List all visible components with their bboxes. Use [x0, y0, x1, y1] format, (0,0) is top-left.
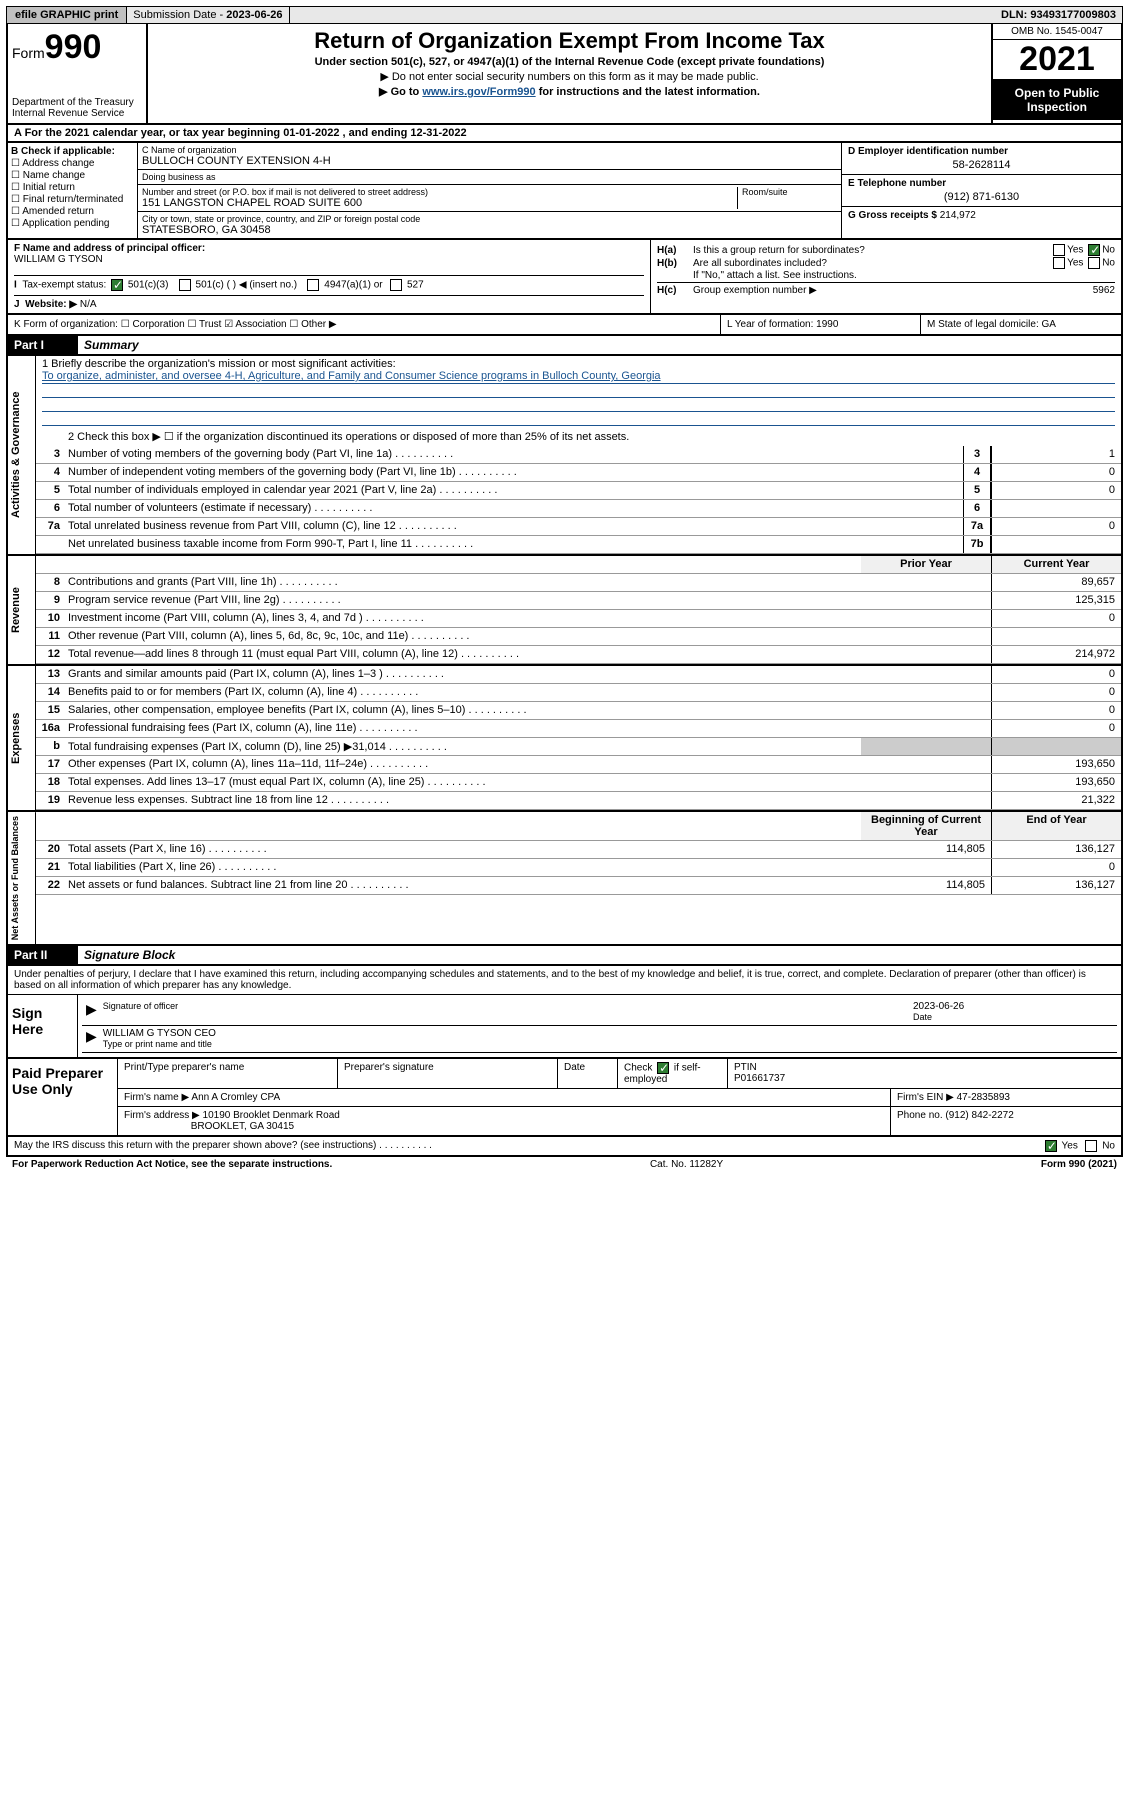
page-footer: For Paperwork Reduction Act Notice, see …	[6, 1157, 1123, 1172]
hb-yes[interactable]	[1053, 257, 1065, 269]
efile-print-button[interactable]: efile GRAPHIC print	[7, 7, 127, 23]
form-note-ssn: ▶ Do not enter social security numbers o…	[156, 70, 983, 83]
beg-end-header: Beginning of Current YearEnd of Year	[36, 812, 1121, 841]
address-cell: Number and street (or P.O. box if mail i…	[138, 185, 841, 212]
form-of-org: K Form of organization: ☐ Corporation ☐ …	[8, 315, 721, 334]
h-a-row: H(a)Is this a group return for subordina…	[657, 244, 1115, 256]
dba-cell: Doing business as	[138, 170, 841, 185]
k-l-m-row: K Form of organization: ☐ Corporation ☐ …	[6, 315, 1123, 336]
h-b-note: If "No," attach a list. See instructions…	[657, 270, 1115, 281]
sign-here-label: Sign Here	[8, 995, 78, 1057]
phone-cell: E Telephone number (912) 871-6130	[842, 175, 1121, 207]
principal-officer: F Name and address of principal officer:…	[14, 243, 644, 265]
tax-year: 2021	[993, 40, 1121, 80]
city-cell: City or town, state or province, country…	[138, 212, 841, 238]
irs-discuss-row: May the IRS discuss this return with the…	[6, 1137, 1123, 1157]
chk-4947[interactable]	[307, 279, 319, 291]
perjury-statement: Under penalties of perjury, I declare th…	[8, 966, 1121, 994]
line-b: bTotal fundraising expenses (Part IX, co…	[36, 738, 1121, 756]
year-formation: L Year of formation: 1990	[721, 315, 921, 334]
side-revenue: Revenue	[8, 556, 36, 664]
state-domicile: M State of legal domicile: GA	[921, 315, 1121, 334]
form-subtitle: Under section 501(c), 527, or 4947(a)(1)…	[156, 56, 983, 68]
line-13: 13Grants and similar amounts paid (Part …	[36, 666, 1121, 684]
chk-initial-return[interactable]: ☐ Initial return	[11, 182, 134, 193]
form-number: Form990	[12, 28, 142, 67]
irs-link[interactable]: www.irs.gov/Form990	[422, 86, 535, 98]
summary-line-5: 5Total number of individuals employed in…	[36, 482, 1121, 500]
paid-preparer-label: Paid Preparer Use Only	[8, 1059, 118, 1135]
line-19: 19Revenue less expenses. Subtract line 1…	[36, 792, 1121, 810]
chk-501c[interactable]	[179, 279, 191, 291]
part-2-header: Part II Signature Block	[6, 946, 1123, 966]
form-header: Form990 Department of the Treasury Inter…	[6, 24, 1123, 125]
line-20: 20Total assets (Part X, line 16)114,8051…	[36, 841, 1121, 859]
hb-no[interactable]	[1088, 257, 1100, 269]
discuss-no[interactable]	[1085, 1140, 1097, 1152]
preparer-header-row: Print/Type preparer's name Preparer's si…	[118, 1059, 1121, 1089]
summary-line-6: 6Total number of volunteers (estimate if…	[36, 500, 1121, 518]
line-16a: 16aProfessional fundraising fees (Part I…	[36, 720, 1121, 738]
form-title: Return of Organization Exempt From Incom…	[156, 28, 983, 54]
ha-no[interactable]	[1088, 244, 1100, 256]
line-15: 15Salaries, other compensation, employee…	[36, 702, 1121, 720]
chk-501c3[interactable]	[111, 279, 123, 291]
omb-number: OMB No. 1545-0047	[993, 24, 1121, 40]
ha-yes[interactable]	[1053, 244, 1065, 256]
summary-line-4: 4Number of independent voting members of…	[36, 464, 1121, 482]
line-8: 8Contributions and grants (Part VIII, li…	[36, 574, 1121, 592]
side-activities-governance: Activities & Governance	[8, 356, 36, 554]
discuss-yes[interactable]	[1045, 1140, 1057, 1152]
side-net-assets: Net Assets or Fund Balances	[8, 812, 36, 944]
line-21: 21Total liabilities (Part X, line 26)0	[36, 859, 1121, 877]
line-2: 2 Check this box ▶ ☐ if the organization…	[64, 428, 1121, 446]
ein-cell: D Employer identification number 58-2628…	[842, 143, 1121, 175]
line-12: 12Total revenue—add lines 8 through 11 (…	[36, 646, 1121, 664]
mission-block: 1 Briefly describe the organization's mi…	[36, 356, 1121, 428]
line-9: 9Program service revenue (Part VIII, lin…	[36, 592, 1121, 610]
public-inspection-badge: Open to Public Inspection	[993, 80, 1121, 120]
part-1-header: Part I Summary	[6, 336, 1123, 356]
h-b-row: H(b)Are all subordinates included? Yes N…	[657, 257, 1115, 269]
submission-date: Submission Date - 2023-06-26	[127, 7, 289, 23]
column-b-checkboxes: B Check if applicable: ☐ Address change …	[8, 143, 138, 238]
officer-signature-field[interactable]: ▶ Signature of officer 2023-06-26Date	[82, 999, 1117, 1026]
summary-line-7a: 7aTotal unrelated business revenue from …	[36, 518, 1121, 536]
org-name-cell: C Name of organization BULLOCH COUNTY EX…	[138, 143, 841, 170]
chk-amended[interactable]: ☐ Amended return	[11, 206, 134, 217]
firm-address-row: Firm's address ▶ 10190 Brooklet Denmark …	[118, 1107, 1121, 1135]
summary-line-3: 3Number of voting members of the governi…	[36, 446, 1121, 464]
form-note-link: ▶ Go to www.irs.gov/Form990 for instruct…	[156, 85, 983, 98]
line-10: 10Investment income (Part VIII, column (…	[36, 610, 1121, 628]
dept-label: Department of the Treasury Internal Reve…	[12, 97, 142, 119]
chk-name-change[interactable]: ☐ Name change	[11, 170, 134, 181]
prior-current-header: Prior YearCurrent Year	[36, 556, 1121, 574]
line-18: 18Total expenses. Add lines 13–17 (must …	[36, 774, 1121, 792]
top-toolbar: efile GRAPHIC print Submission Date - 20…	[6, 6, 1123, 24]
line-11: 11Other revenue (Part VIII, column (A), …	[36, 628, 1121, 646]
summary-line-7b: Net unrelated business taxable income fr…	[36, 536, 1121, 554]
gross-receipts-cell: G Gross receipts $ 214,972	[842, 207, 1121, 224]
firm-name-row: Firm's name ▶ Ann A Cromley CPA Firm's E…	[118, 1089, 1121, 1107]
section-a-tax-year: A For the 2021 calendar year, or tax yea…	[6, 125, 1123, 143]
website-row: J Website: ▶ N/A	[14, 295, 644, 310]
line-14: 14Benefits paid to or for members (Part …	[36, 684, 1121, 702]
line-17: 17Other expenses (Part IX, column (A), l…	[36, 756, 1121, 774]
officer-name-field: ▶ WILLIAM G TYSON CEOType or print name …	[82, 1026, 1117, 1053]
chk-self-employed[interactable]	[657, 1062, 669, 1074]
line-22: 22Net assets or fund balances. Subtract …	[36, 877, 1121, 895]
dln: DLN: 93493177009803	[995, 7, 1122, 23]
chk-527[interactable]	[390, 279, 402, 291]
chk-final-return[interactable]: ☐ Final return/terminated	[11, 194, 134, 205]
chk-application-pending[interactable]: ☐ Application pending	[11, 218, 134, 229]
chk-address-change[interactable]: ☐ Address change	[11, 158, 134, 169]
h-c-row: H(c)Group exemption number ▶ 5962	[657, 282, 1115, 296]
side-expenses: Expenses	[8, 666, 36, 810]
